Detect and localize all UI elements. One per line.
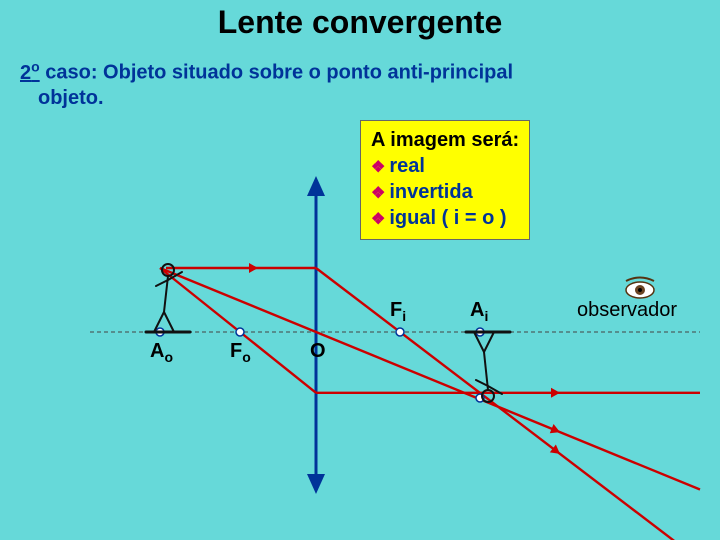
label-O: O [310, 340, 326, 363]
label-observer: observador [577, 299, 677, 322]
optics-diagram [0, 0, 720, 540]
label-Fi: Fi [390, 299, 406, 324]
label-Fo: Fo [230, 340, 251, 365]
label-Ao: Ao [150, 340, 173, 365]
label-Ai: Ai [470, 299, 488, 324]
